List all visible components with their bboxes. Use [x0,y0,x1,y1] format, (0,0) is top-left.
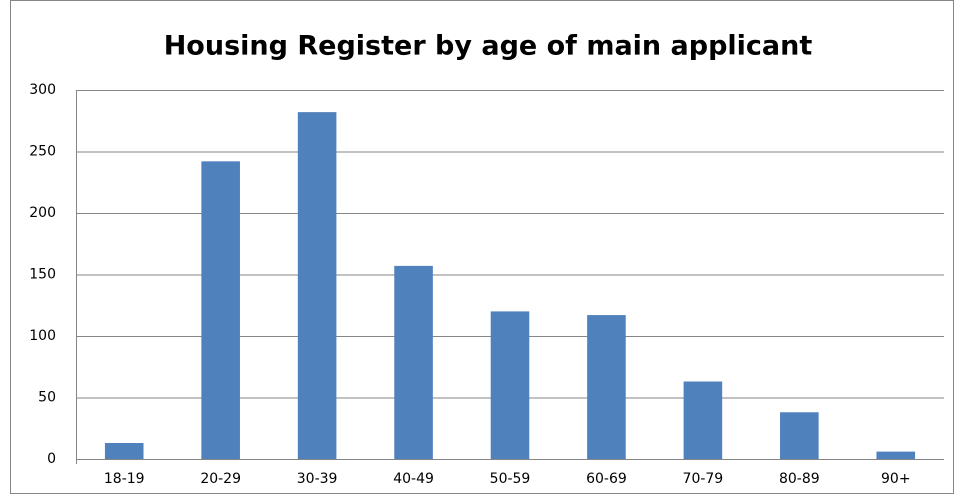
y-tick-label: 200 [29,205,56,221]
x-tick-label: 90+ [881,471,911,487]
bar [297,112,337,459]
x-tick-label: 50-59 [490,471,531,487]
y-tick-label: 50 [38,390,56,406]
x-tick-label: 70-79 [683,471,724,487]
bar [683,381,723,459]
y-tick-label: 100 [29,328,56,344]
bar [201,161,240,459]
chart-frame [10,0,954,494]
y-tick-label: 0 [47,451,56,467]
x-tick-label: 20-29 [200,471,241,487]
bar [780,412,819,459]
bar [104,443,144,459]
bar [490,311,530,459]
bar [587,315,626,459]
y-tick-label: 250 [29,144,56,160]
x-tick-label: 30-39 [297,471,338,487]
x-tick-label: 80-89 [779,471,820,487]
x-tick-label: 40-49 [393,471,434,487]
x-tick-label: 18-19 [104,471,145,487]
y-tick-label: 150 [29,267,56,283]
bar [394,265,433,459]
y-tick-label: 300 [29,82,56,98]
x-tick-label: 60-69 [586,471,627,487]
chart-title: Housing Register by age of main applican… [164,31,813,62]
bar [876,451,916,459]
